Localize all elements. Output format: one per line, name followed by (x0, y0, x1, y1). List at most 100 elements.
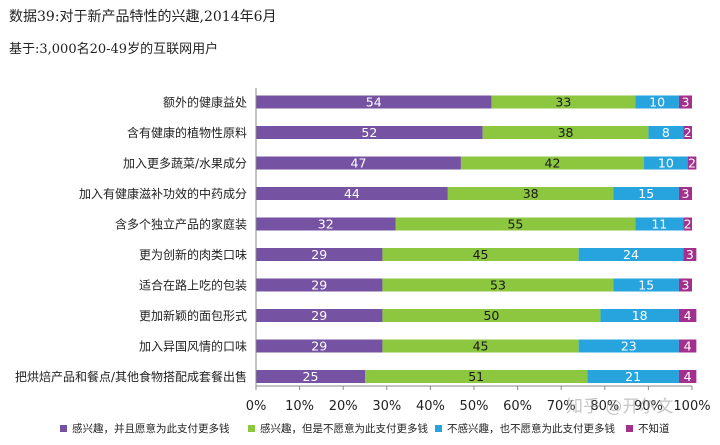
bar-segment (678, 187, 692, 200)
bar-segment (648, 126, 684, 139)
bar-segment (635, 217, 684, 231)
data-label: 44 (344, 186, 360, 201)
legend-swatch (435, 425, 442, 432)
bar-segment (635, 95, 679, 109)
legend-label: 感兴趣，并且愿意为此支付更多钱 (72, 423, 230, 435)
data-label: 29 (311, 308, 327, 323)
data-label: 51 (468, 369, 484, 384)
category-label: 额外的健康益处 (163, 95, 247, 110)
data-label: 32 (318, 217, 334, 232)
data-label: 2 (688, 156, 696, 171)
category-label: 适合在路上吃的包装 (139, 278, 247, 293)
legend-label: 感兴趣，但是不愿意为此支付更多钱 (260, 423, 428, 435)
bar-segment (395, 217, 636, 231)
data-label: 3 (681, 95, 689, 110)
bar-segment (491, 95, 636, 109)
category-label: 含有健康的植物性原料 (127, 125, 247, 140)
data-label: 47 (351, 156, 367, 171)
data-label: 45 (473, 247, 489, 262)
data-label: 29 (311, 247, 327, 262)
data-label: 3 (681, 186, 689, 201)
legend-item: 不知道 (626, 421, 670, 436)
data-label: 10 (649, 95, 665, 110)
data-label: 54 (366, 95, 382, 110)
bar-segment (256, 309, 383, 322)
category-label: 更加新颖的面包形式 (139, 308, 247, 323)
data-label: 11 (651, 217, 667, 232)
data-label: 2 (684, 125, 692, 140)
bar-segment (256, 217, 396, 231)
bar-segment (460, 156, 645, 170)
x-tick-label: 100% (673, 399, 710, 414)
x-tick-label: 80% (590, 399, 619, 414)
watermark: 知乎 @开尔文 (566, 397, 674, 417)
chart-title: 数据39:对于新产品特性的兴趣,2014年6月 (9, 9, 277, 25)
x-tick-label: 10% (285, 399, 314, 414)
x-tick-label: 60% (503, 399, 532, 414)
bar-segment (587, 370, 679, 383)
bar-segment (678, 278, 692, 292)
x-tick-label: 40% (416, 399, 445, 414)
bar-segment (578, 248, 684, 261)
data-label: 53 (490, 278, 506, 293)
data-label: 3 (686, 247, 694, 262)
data-label: 52 (361, 125, 377, 140)
legend-item: 感兴趣，并且愿意为此支付更多钱 (60, 421, 230, 436)
bar-segment (683, 248, 697, 261)
data-label: 23 (621, 339, 637, 354)
x-tick-label: 30% (372, 399, 401, 414)
category-label: 把烘焙产品和餐点/其他食物搭配成套餐出售 (15, 369, 247, 384)
bar-segment (256, 156, 461, 170)
data-label: 8 (662, 125, 670, 140)
bar-segment (683, 217, 692, 231)
bar-segment (683, 126, 692, 139)
x-tick-label: 90% (634, 399, 663, 414)
x-tick-label: 50% (460, 399, 489, 414)
bar-segment (382, 339, 579, 353)
bar-segment (365, 370, 588, 383)
bar-segment (678, 309, 697, 322)
bar-segment (382, 248, 579, 261)
bar-segment (447, 187, 614, 200)
bar-segment (256, 370, 365, 383)
data-label: 2 (684, 217, 692, 232)
category-label: 加入更多蔬菜/水果成分 (123, 157, 247, 171)
data-label: 45 (473, 339, 489, 354)
data-label: 4 (684, 308, 692, 323)
bar-segment (256, 278, 383, 292)
data-label: 10 (658, 156, 674, 171)
data-label: 25 (303, 369, 319, 384)
data-label: 21 (625, 369, 641, 384)
data-label: 15 (638, 278, 654, 293)
bar-segment (256, 95, 492, 109)
legend-label: 不感兴趣，也不愿意为此支付更多钱 (447, 423, 615, 435)
bar-segment (613, 278, 679, 292)
bar-segment (256, 187, 448, 200)
data-label: 55 (507, 217, 523, 232)
bar-segment (256, 248, 383, 261)
bar-segment (256, 126, 483, 139)
bar-segment (382, 309, 601, 322)
data-label: 38 (523, 186, 539, 201)
bar-segment (600, 309, 679, 322)
legend-item: 不感兴趣，也不愿意为此支付更多钱 (435, 421, 615, 436)
legend-swatch (626, 425, 633, 432)
bar-segment (687, 156, 697, 170)
x-tick-label: 70% (547, 399, 576, 414)
category-label: 加入有健康滋补功效的中药成分 (79, 186, 247, 201)
bar-segment (678, 95, 692, 109)
data-label: 4 (684, 369, 692, 384)
bar-segment (613, 187, 679, 200)
data-label: 38 (558, 125, 574, 140)
legend-label: 不知道 (638, 423, 670, 435)
data-label: 33 (555, 95, 571, 110)
data-label: 42 (545, 156, 561, 171)
legend-item: 感兴趣，但是不愿意为此支付更多钱 (248, 421, 428, 436)
data-label: 29 (311, 278, 327, 293)
data-label: 3 (681, 278, 689, 293)
bar-segment (644, 156, 688, 170)
legend-swatch (60, 425, 67, 432)
data-label: 15 (638, 186, 654, 201)
legend-swatch (248, 425, 255, 432)
